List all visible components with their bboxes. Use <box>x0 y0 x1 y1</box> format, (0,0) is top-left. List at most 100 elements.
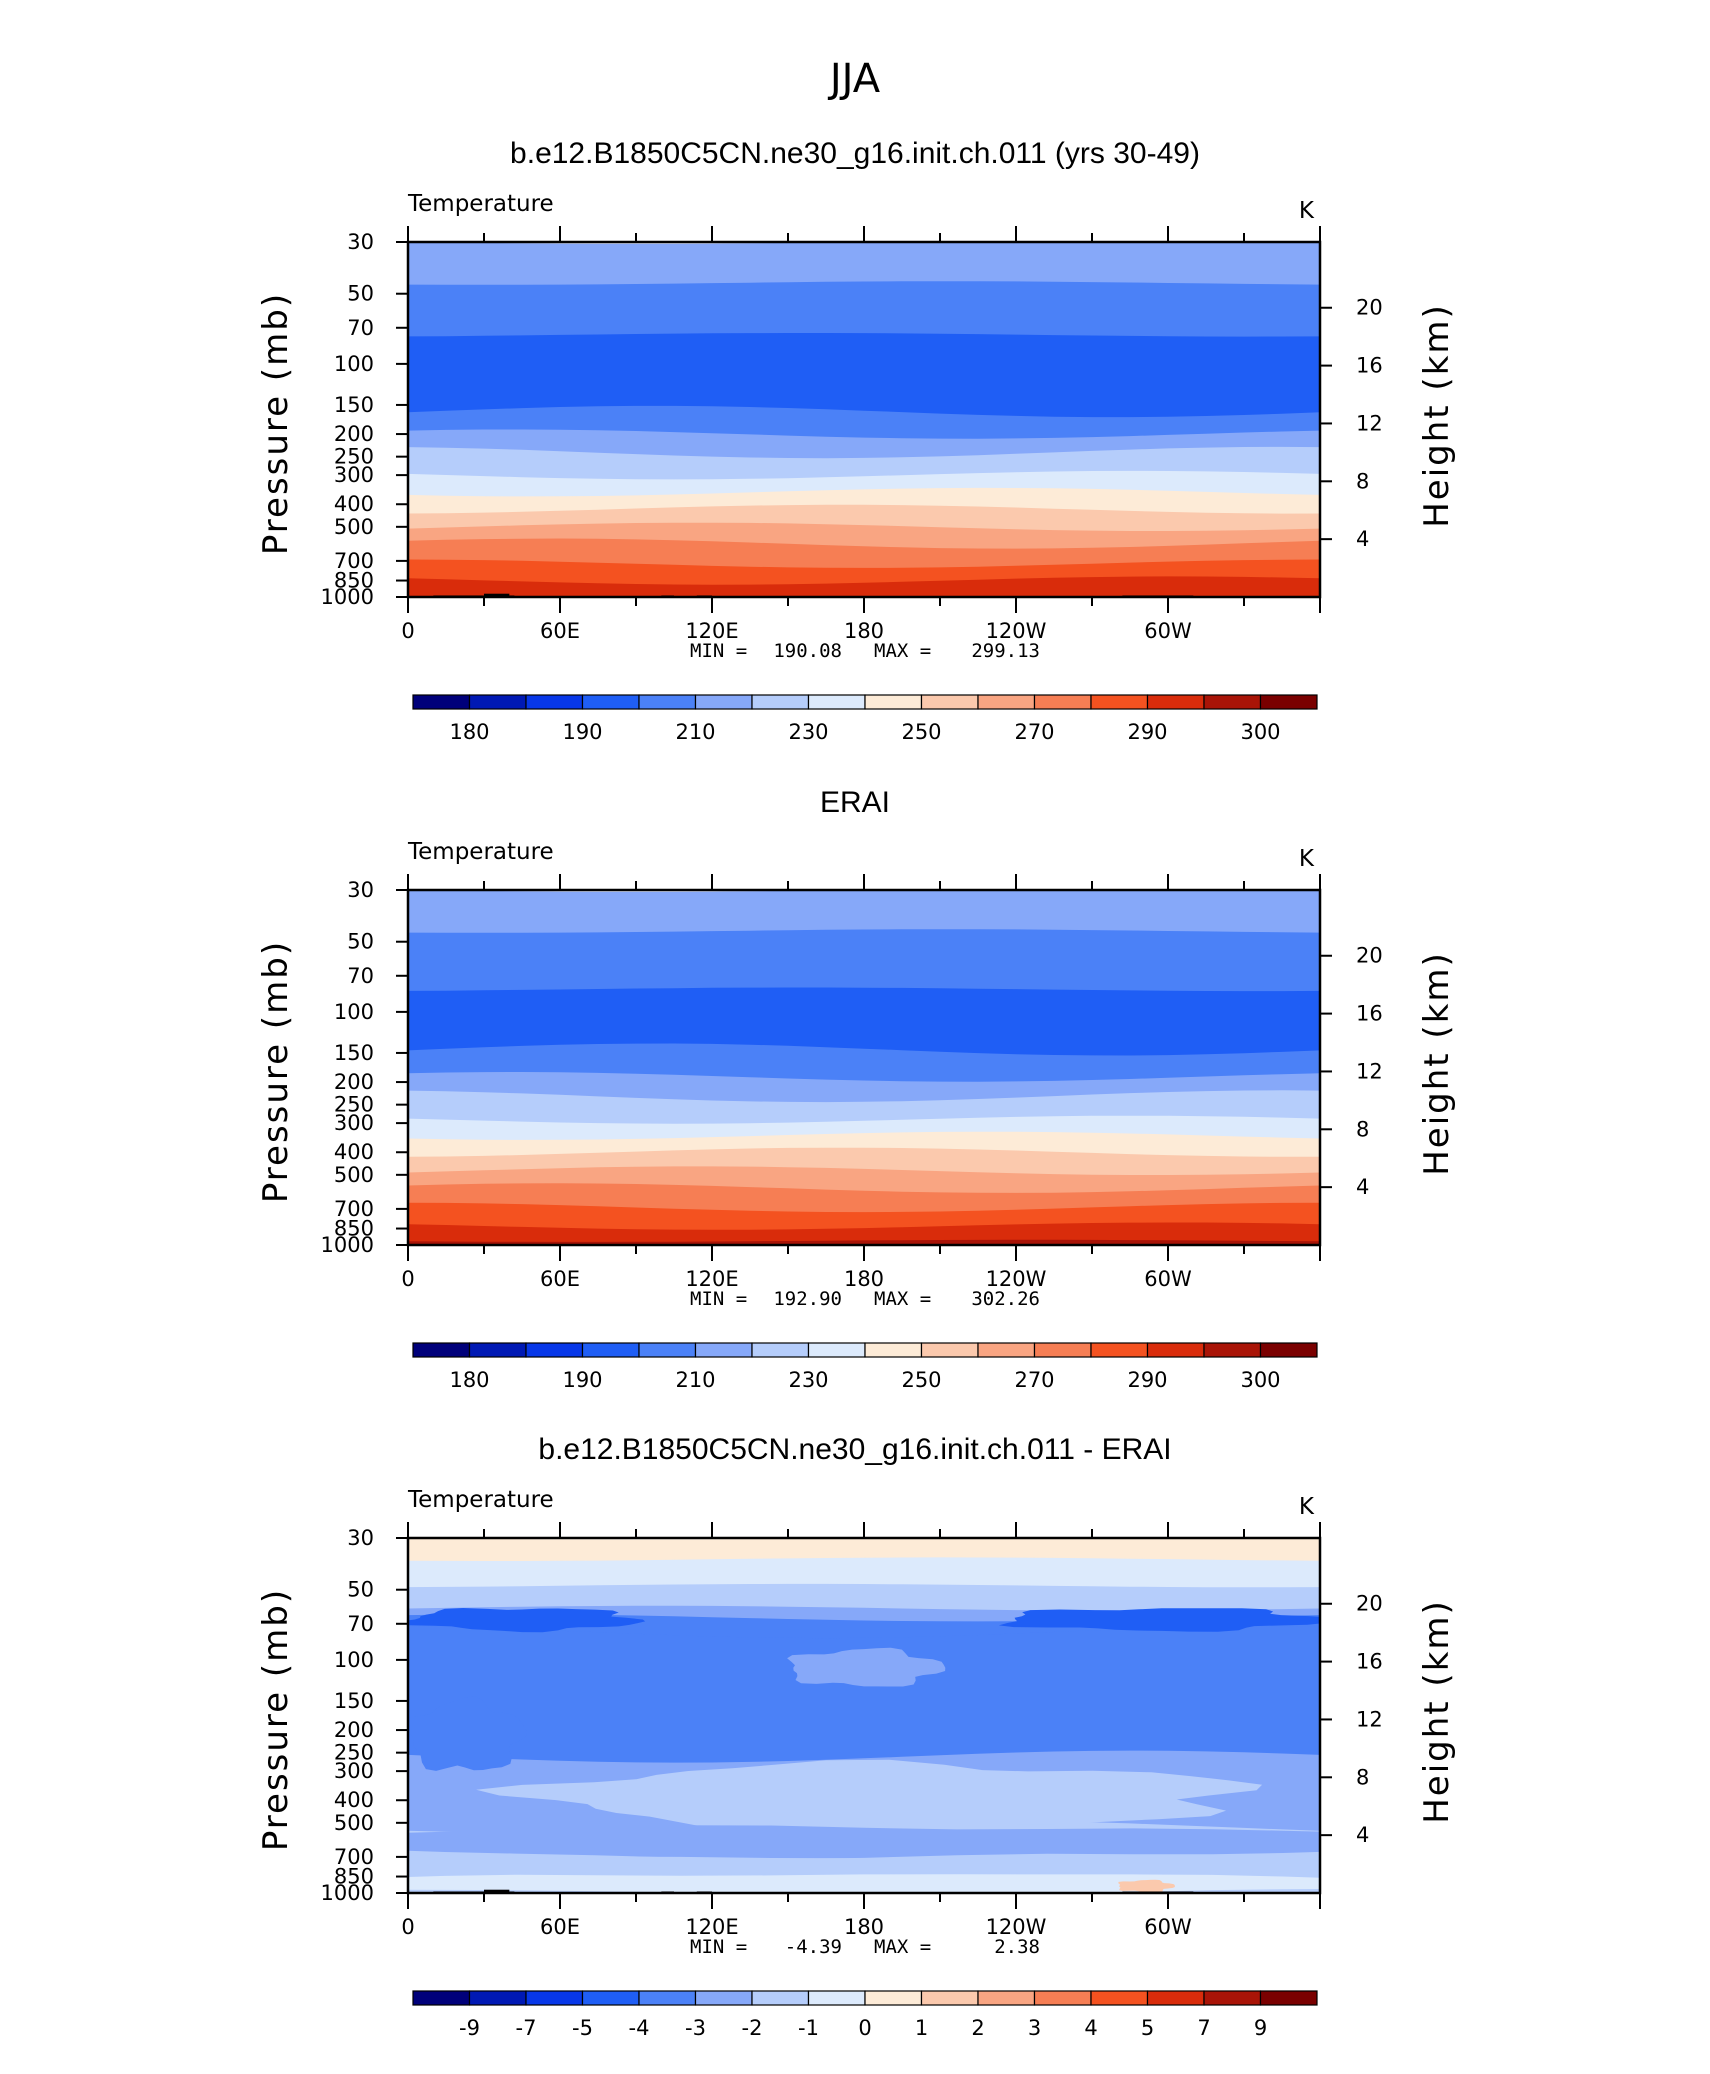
y-tick-label: 850 <box>334 569 374 593</box>
max-label: MAX = <box>874 640 931 662</box>
panel-title: b.e12.B1850C5CN.ne30_g16.init.ch.011 (yr… <box>510 137 1200 170</box>
y-tick-label: 100 <box>334 352 374 376</box>
colorbar-box <box>694 694 753 710</box>
colorbar-box <box>1090 694 1149 710</box>
colorbar-box <box>807 1342 866 1358</box>
colorbar-label: -4 <box>629 2016 650 2040</box>
contour-band <box>408 333 1320 420</box>
colorbar-label: 9 <box>1254 2016 1267 2040</box>
y-tick-label: 100 <box>334 1648 374 1672</box>
colorbar-label: -3 <box>685 2016 706 2040</box>
height-tick-label: 4 <box>1356 527 1369 551</box>
y-tick-label: 400 <box>334 1140 374 1164</box>
colorbar-box <box>977 1342 1036 1358</box>
colorbar-box <box>468 694 527 710</box>
x-tick-label: 180 <box>844 619 884 643</box>
min-label: MIN = <box>690 1288 747 1310</box>
y-tick-label: 70 <box>347 316 374 340</box>
colorbar-label: 4 <box>1084 2016 1097 2040</box>
colorbar-box <box>1033 1990 1092 2006</box>
x-tick-label: 0 <box>401 1267 414 1291</box>
x-tick-label: 180 <box>844 1915 884 1939</box>
x-tick-label: 60W <box>1144 1267 1192 1291</box>
y-tick-label: 50 <box>347 1578 374 1602</box>
contour-region <box>998 1608 1320 1632</box>
units-label: K <box>1299 846 1315 872</box>
contour-field <box>408 1538 1320 1893</box>
colorbar-box <box>751 1990 810 2006</box>
y-tick-label: 250 <box>334 1093 374 1117</box>
y-tick-label: 30 <box>347 1526 374 1550</box>
x-tick-label: 180 <box>844 1267 884 1291</box>
colorbar-box <box>638 1342 697 1358</box>
y-tick-label: 300 <box>334 463 374 487</box>
colorbar-box <box>525 1342 584 1358</box>
colorbar-box <box>1203 1990 1262 2006</box>
y-tick-label: 250 <box>334 1741 374 1765</box>
colorbar-box <box>1033 1342 1092 1358</box>
colorbar-label: 1 <box>915 2016 928 2040</box>
variable-label: Temperature <box>407 191 554 217</box>
min-value: 190.08 <box>773 640 842 662</box>
height-tick-label: 16 <box>1356 1650 1383 1674</box>
x-tick-label: 60E <box>540 1915 580 1939</box>
y-tick-label: 200 <box>334 1718 374 1742</box>
colorbar-label: -7 <box>516 2016 537 2040</box>
panel-3: b.e12.B1850C5CN.ne30_g16.init.ch.011 - E… <box>256 1433 1457 2040</box>
colorbar-label: 250 <box>901 1368 941 1392</box>
y-tick-label: 150 <box>334 1689 374 1713</box>
colorbar-box <box>581 1342 640 1358</box>
colorbar-box <box>581 1990 640 2006</box>
contour-band <box>408 538 1320 572</box>
height-tick-label: 16 <box>1356 1002 1383 1026</box>
height-tick-label: 8 <box>1356 469 1369 493</box>
colorbar-label: 290 <box>1127 720 1167 744</box>
x-tick-label: 60E <box>540 619 580 643</box>
contour-band <box>408 242 1320 292</box>
y2-axis-label: Height (km) <box>1417 951 1457 1176</box>
colorbar-label: 300 <box>1240 720 1280 744</box>
y-axis-label: Pressure (mb) <box>256 292 296 555</box>
x-tick-label: 120W <box>986 1267 1047 1291</box>
contour-band <box>408 1626 1320 1765</box>
y-tick-label: 1000 <box>321 585 374 609</box>
colorbar-label: 190 <box>562 1368 602 1392</box>
colorbar-box <box>920 1990 979 2006</box>
colorbar-label: 270 <box>1014 1368 1054 1392</box>
contour-region <box>1118 1879 1175 1893</box>
y-tick-label: 30 <box>347 230 374 254</box>
colorbar-box <box>920 694 979 710</box>
colorbar-box <box>1259 1342 1318 1358</box>
colorbar-box <box>638 694 697 710</box>
height-tick-label: 20 <box>1356 944 1383 968</box>
max-value: 2.38 <box>994 1936 1040 1958</box>
height-tick-label: 12 <box>1356 411 1383 435</box>
max-label: MAX = <box>874 1288 931 1310</box>
terrain-block <box>484 1889 510 1893</box>
contour-band <box>408 281 1320 343</box>
colorbar-label: -1 <box>798 2016 819 2040</box>
x-tick-label: 120W <box>986 619 1047 643</box>
colorbar-label: 230 <box>788 1368 828 1392</box>
colorbar-label: 210 <box>675 720 715 744</box>
y-axis-label: Pressure (mb) <box>256 1588 296 1851</box>
colorbar-box <box>694 1342 753 1358</box>
colorbar-label: 5 <box>1141 2016 1154 2040</box>
contour-field <box>408 242 1320 597</box>
contour-region <box>408 1696 527 1771</box>
y2-axis-label: Height (km) <box>1417 303 1457 528</box>
contour-band <box>408 987 1320 1058</box>
y-tick-label: 1000 <box>321 1881 374 1905</box>
height-tick-label: 20 <box>1356 1592 1383 1616</box>
y-tick-label: 70 <box>347 1612 374 1636</box>
min-value: 192.90 <box>773 1288 842 1310</box>
colorbar-label: 190 <box>562 720 602 744</box>
y-tick-label: 1000 <box>321 1233 374 1257</box>
height-tick-label: 4 <box>1356 1823 1369 1847</box>
figure-title: JJA <box>827 56 881 102</box>
panel-2: ERAI Temperature K 0 60E 120E 180 120W 60W 30 50 70… <box>256 786 1457 1392</box>
y-tick-label: 50 <box>347 930 374 954</box>
colorbar-box <box>977 1990 1036 2006</box>
contour-band <box>408 1557 1320 1594</box>
colorbar-label: 270 <box>1014 720 1054 744</box>
